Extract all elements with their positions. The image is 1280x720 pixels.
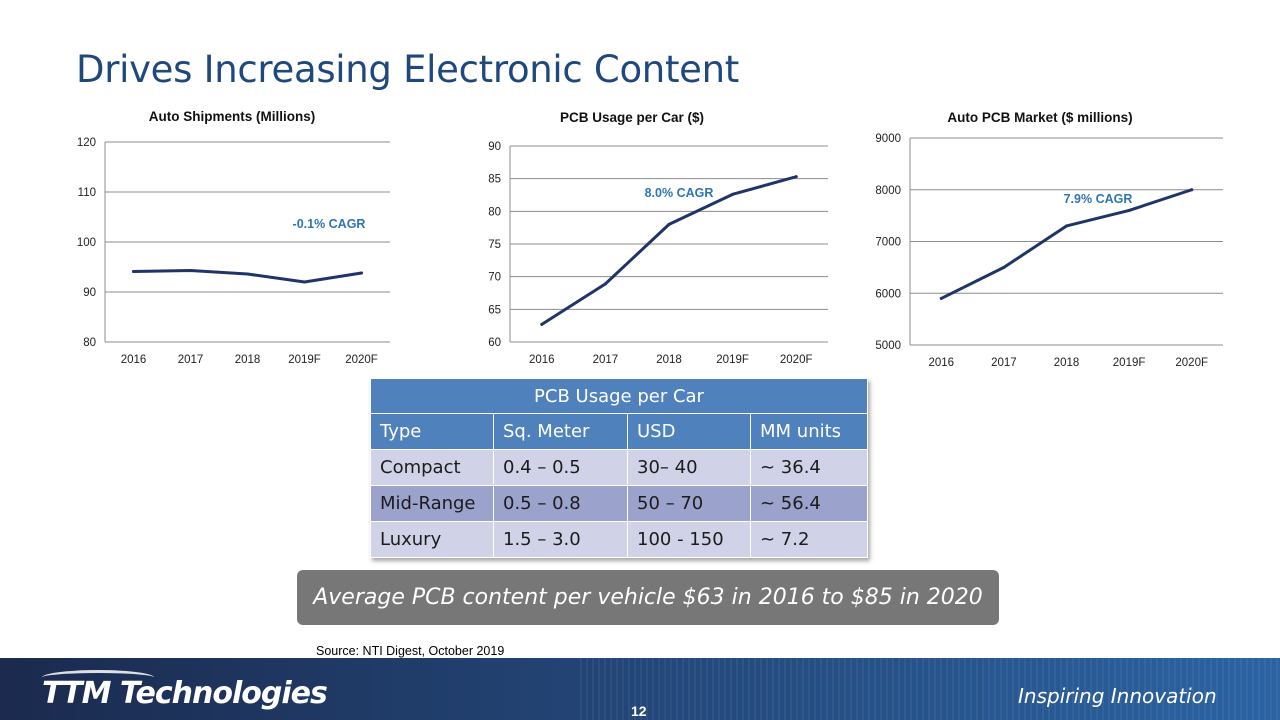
pcb-usage-table: PCB Usage per Car Type Sq. Meter USD MM … [370, 378, 868, 558]
y-tick-label: 85 [488, 174, 501, 186]
x-tick-label: 2016 [121, 354, 147, 366]
table-row: Mid-Range 0.5 – 0.8 50 – 70 ~ 56.4 [370, 485, 868, 522]
x-tick-label: 2020F [345, 354, 378, 366]
series-line [132, 269, 363, 284]
y-tick-label: 60 [488, 337, 501, 349]
y-tick-label: 9000 [875, 133, 901, 145]
y-tick-label: 90 [83, 287, 96, 299]
y-tick-label: 90 [488, 141, 501, 153]
data-point [794, 175, 798, 179]
footer-pattern [580, 658, 1280, 720]
y-tick-label: 70 [488, 272, 501, 284]
table-header-type: Type [370, 413, 494, 450]
data-point [731, 192, 735, 196]
y-tick-label: 80 [488, 206, 501, 218]
summary-banner: Average PCB content per vehicle $63 in 2… [297, 570, 999, 625]
y-tick-label: 65 [488, 304, 501, 316]
auto-pcb-market-chart: 5000 6000 7000 8000 9000 2016 2017 2018 2019F 202… [875, 110, 1223, 369]
data-point [667, 222, 671, 226]
table-header-usd: USD [627, 413, 751, 450]
x-tick-label: 2017 [593, 354, 619, 366]
x-tick-label: 2019F [1113, 357, 1146, 369]
series-line [939, 188, 1194, 300]
data-point [1190, 188, 1194, 192]
y-tick-label: 120 [77, 137, 96, 149]
x-tick-label: 2018 [235, 354, 261, 366]
table-cell: 100 - 150 [627, 521, 751, 558]
data-point [603, 282, 607, 286]
footer-bar: TTM Technologies [0, 658, 1280, 720]
y-tick-label: 5000 [875, 340, 901, 352]
x-tick-label: 2018 [1054, 357, 1080, 369]
table-cell: 50 – 70 [627, 485, 751, 522]
y-tick-label: 6000 [875, 288, 901, 300]
pcb-usage-per-car-chart: 60 65 70 75 80 85 90 2016 2017 2018 2019F 2020F PCB … [488, 110, 828, 366]
table-cell: ~ 7.2 [750, 521, 868, 558]
x-tick-label: 2017 [178, 354, 204, 366]
chart-title: PCB Usage per Car ($) [560, 110, 704, 125]
y-tick-label: 7000 [875, 237, 901, 249]
cagr-annotation: 8.0% CAGR [645, 186, 714, 200]
logo-swoosh-icon [42, 670, 154, 685]
x-tick-label: 2019F [288, 354, 321, 366]
data-point [540, 322, 544, 326]
table-header-mm-units: MM units [750, 413, 868, 450]
table-cell: ~ 56.4 [750, 485, 868, 522]
chart-title: Auto PCB Market ($ millions) [947, 110, 1132, 125]
y-tick-label: 100 [77, 237, 96, 249]
table-cell: 30– 40 [627, 449, 751, 486]
data-point [360, 271, 363, 275]
data-point [1127, 208, 1131, 212]
table-header-sq-meter: Sq. Meter [493, 413, 628, 450]
source-note: Source: NTI Digest, October 2019 [316, 644, 505, 658]
cagr-annotation: 7.9% CAGR [1064, 192, 1133, 206]
x-tick-label: 2018 [656, 354, 682, 366]
data-point [939, 296, 943, 300]
table-row: Compact 0.4 – 0.5 30– 40 ~ 36.4 [370, 449, 868, 486]
table-cell: Compact [370, 449, 494, 486]
table-caption: PCB Usage per Car [370, 378, 868, 414]
y-tick-label: 110 [78, 187, 96, 199]
x-tick-label: 2020F [780, 354, 813, 366]
auto-shipments-chart: 80 90 100 110 120 2016 2017 2018 2019F 2020F Auto … [77, 109, 390, 366]
table-cell: 0.5 – 0.8 [493, 485, 628, 522]
cagr-annotation: -0.1% CAGR [293, 217, 366, 231]
page-title: Drives Increasing Electronic Content [76, 48, 739, 91]
data-point [246, 272, 249, 276]
y-tick-label: 80 [83, 337, 96, 349]
x-tick-label: 2016 [929, 357, 955, 369]
page-number: 12 [631, 703, 647, 719]
y-tick-label: 75 [488, 239, 501, 251]
x-tick-label: 2017 [991, 357, 1017, 369]
table-cell: Mid-Range [370, 485, 494, 522]
y-tick-label: 8000 [875, 185, 901, 197]
x-tick-label: 2016 [529, 354, 555, 366]
data-point [1065, 224, 1068, 228]
table-cell: Luxury [370, 521, 494, 558]
table-row: Luxury 1.5 – 3.0 100 - 150 ~ 7.2 [370, 521, 868, 558]
footer-tagline: Inspiring Innovation [1018, 684, 1217, 708]
data-point [1002, 265, 1006, 269]
x-tick-label: 2020F [1175, 357, 1208, 369]
chart-title: Auto Shipments (Millions) [149, 109, 316, 124]
data-point [132, 270, 135, 273]
table-cell: ~ 36.4 [750, 449, 868, 486]
table-cell: 0.4 – 0.5 [493, 449, 628, 486]
table-cell: 1.5 – 3.0 [493, 521, 628, 558]
data-point [189, 269, 192, 272]
company-logo: TTM Technologies [42, 676, 328, 711]
data-point [303, 280, 306, 284]
x-tick-label: 2019F [716, 354, 749, 366]
